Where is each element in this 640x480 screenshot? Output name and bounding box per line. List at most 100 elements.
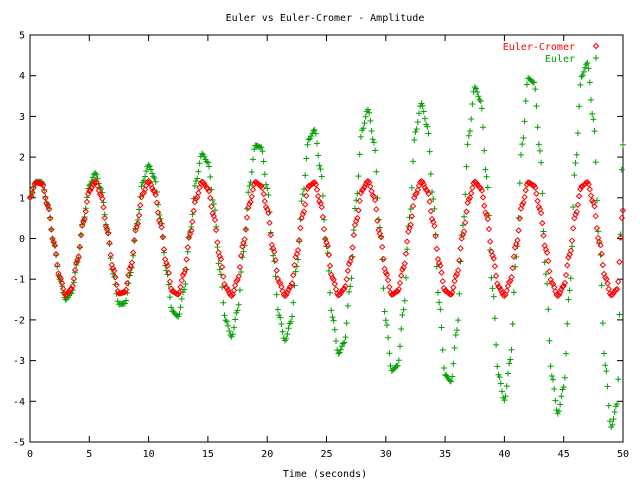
euler-point [302, 172, 309, 179]
euler-cromer-point [588, 197, 596, 204]
euler-cromer-point [159, 233, 167, 241]
euler-point [95, 180, 102, 187]
euler-point [416, 110, 423, 117]
euler-cromer-point [77, 231, 85, 239]
euler-cromer-point [148, 184, 156, 192]
euler-point [547, 363, 554, 370]
euler-cromer-point [122, 286, 130, 293]
euler-point [181, 286, 188, 293]
euler-point [340, 340, 347, 347]
x-tick-label: 35 [439, 449, 451, 460]
euler-cromer-point [119, 289, 126, 296]
euler-point [419, 102, 426, 109]
euler-cromer-point [412, 191, 419, 198]
euler-cromer-point [131, 237, 138, 244]
x-tick-label: 10 [143, 449, 155, 460]
euler-point [491, 315, 498, 322]
euler-cromer-point [301, 201, 309, 208]
y-tick-label: 4 [19, 71, 25, 82]
legend: Euler-Cromer Euler [503, 42, 600, 65]
euler-cromer-point [233, 278, 240, 285]
euler-cromer-point [367, 183, 374, 190]
euler-point [499, 388, 506, 395]
euler-cromer-point [425, 190, 432, 197]
euler-cromer-point [296, 237, 303, 244]
euler-point [557, 401, 564, 408]
x-tick-label: 25 [320, 449, 332, 460]
euler-point [336, 349, 343, 356]
euler-point [147, 166, 154, 173]
euler-cromer-point [217, 256, 225, 263]
euler-point [587, 96, 594, 103]
euler-cromer-point [515, 227, 522, 234]
euler-cromer-point [451, 277, 458, 285]
euler-cromer-point [424, 187, 431, 195]
euler-point [465, 132, 472, 139]
euler-cromer-point [383, 271, 391, 278]
euler-point [554, 410, 561, 417]
euler-cromer-point [112, 273, 119, 281]
euler-cromer-point [259, 184, 266, 192]
euler-cromer-point [100, 204, 107, 211]
euler-point [194, 175, 201, 182]
x-tick-label: 40 [498, 449, 510, 460]
euler-cromer-point [262, 203, 270, 211]
euler-cromer-point [618, 214, 626, 222]
euler-point [332, 338, 339, 344]
euler-cromer-point [403, 238, 411, 245]
euler-point [449, 373, 456, 380]
euler-cromer-point [297, 224, 304, 232]
euler-point [360, 125, 367, 132]
euler-cromer-point [484, 215, 492, 223]
x-tick-label: 30 [380, 449, 392, 460]
euler-point [456, 290, 463, 297]
euler-point [590, 116, 597, 123]
euler-cromer-point [416, 179, 424, 186]
euler-point [89, 174, 96, 181]
euler-cromer-point [208, 203, 215, 210]
euler-cromer-point [273, 267, 280, 274]
euler-point [207, 173, 214, 180]
euler-cromer-point [516, 215, 524, 222]
euler-point [285, 325, 292, 332]
euler-point [240, 248, 247, 255]
euler-point [259, 148, 266, 155]
euler-cromer-point [371, 196, 379, 204]
euler-cromer-point [69, 282, 76, 290]
euler-point [219, 284, 226, 291]
euler-cromer-point [543, 249, 551, 256]
euler-cromer-point [137, 202, 144, 209]
euler-point [561, 374, 568, 381]
euler-point [592, 159, 599, 166]
euler-point [195, 168, 202, 175]
euler-cromer-point [45, 206, 53, 213]
euler-point [372, 147, 379, 154]
x-axis-label: Time (seconds) [283, 469, 367, 480]
euler-cromer-point [291, 261, 298, 269]
euler-cromer-point [514, 237, 521, 244]
euler-point [274, 306, 281, 313]
euler-point [303, 155, 310, 162]
euler-point [572, 159, 579, 166]
euler-point [464, 141, 471, 148]
euler-cromer-point [146, 178, 153, 186]
euler-cromer-point [491, 263, 499, 270]
euler-point [582, 64, 589, 71]
euler-cromer-point [569, 225, 577, 232]
euler-point [330, 317, 337, 324]
euler-point [476, 96, 483, 103]
euler-cromer-point [27, 193, 35, 200]
euler-cromer-point [490, 255, 497, 262]
euler-point [146, 163, 153, 170]
euler-cromer-point [501, 292, 508, 300]
euler-cromer-point [575, 192, 583, 200]
euler-point [615, 376, 622, 383]
euler-cromer-point [212, 226, 220, 234]
euler-point [355, 173, 362, 180]
euler-point [383, 322, 390, 329]
euler-cromer-point [312, 181, 320, 188]
euler-point [542, 271, 549, 278]
euler-cromer-point [610, 289, 617, 297]
euler-cromer-point [384, 276, 392, 284]
euler-point [602, 362, 609, 369]
